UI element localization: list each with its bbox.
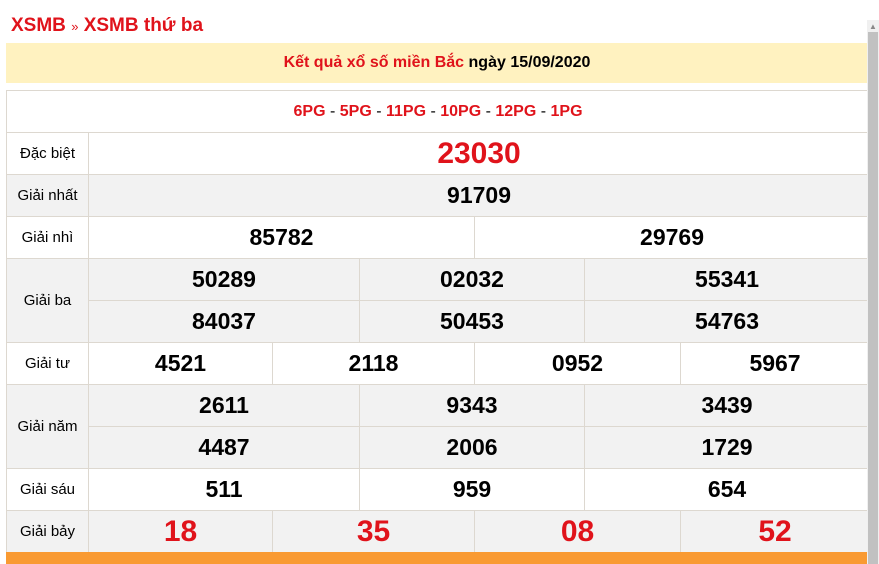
- prize-number: 2611: [88, 384, 360, 427]
- prize-number: 18: [88, 510, 273, 553]
- code: 1PG: [550, 102, 583, 120]
- row-second: Giải nhì 85782 29769: [6, 216, 871, 259]
- row-third: Giải ba 50289 02032 55341: [6, 258, 871, 343]
- result-banner: Kết quả xổ số miền Bắc ngày 15/09/2020: [6, 43, 868, 83]
- banner-title: Kết quả xổ số miền Bắc: [283, 54, 465, 71]
- footer-bar: [6, 552, 867, 564]
- breadcrumb-current-link[interactable]: XSMB thứ ba: [83, 15, 204, 36]
- prize-label: Giải bảy: [6, 510, 89, 553]
- breadcrumb-home-link[interactable]: XSMB: [11, 15, 66, 36]
- scrollbar-thumb[interactable]: [868, 32, 878, 564]
- row-fifth: Giải năm 2611 9343 3439: [6, 384, 871, 469]
- row-fourth: Giải tư 4521 2118 0952 5967: [6, 342, 871, 385]
- prize-number: 54763: [583, 300, 871, 343]
- prize-number: 08: [474, 510, 681, 553]
- prize-number: 84037: [88, 300, 360, 343]
- prize-number: 85782: [88, 216, 475, 259]
- prize-label: Giải sáu: [6, 468, 89, 511]
- prize-number: 511: [88, 468, 360, 511]
- prize-number: 959: [359, 468, 585, 511]
- prize-number: 2006: [359, 426, 585, 469]
- code: 10PG: [440, 102, 482, 120]
- scrollbar[interactable]: ▲: [867, 20, 879, 564]
- prize-number: 5967: [679, 342, 871, 385]
- prize-number: 91709: [87, 174, 871, 217]
- prize-number: 52: [679, 510, 871, 553]
- prize-number: 0952: [474, 342, 681, 385]
- prize-number: 02032: [359, 258, 585, 301]
- results-table: 6PG - 5PG - 11PG - 10PG - 12PG - 1PG Đặc…: [5, 90, 871, 553]
- code: 6PG: [293, 102, 326, 120]
- codes-row: 6PG - 5PG - 11PG - 10PG - 12PG - 1PG: [5, 90, 871, 133]
- code: 11PG: [385, 102, 427, 120]
- prize-label: Giải năm: [6, 384, 89, 469]
- prize-number: 29769: [473, 216, 871, 259]
- prize-number: 9343: [359, 384, 585, 427]
- row-sixth: Giải sáu 511 959 654: [6, 468, 871, 511]
- prize-label: Giải nhất: [6, 174, 89, 217]
- scroll-up-arrow-icon[interactable]: ▲: [869, 22, 877, 31]
- row-special: Đặc biệt 23030: [6, 132, 871, 175]
- prize-label: Giải nhì: [6, 216, 89, 259]
- prize-number: 4521: [88, 342, 273, 385]
- breadcrumb: XSMB » XSMB thứ ba: [11, 15, 203, 37]
- prize-number: 4487: [88, 426, 360, 469]
- prize-number: 35: [272, 510, 475, 553]
- prize-number: 654: [583, 468, 871, 511]
- prize-label: Giải tư: [6, 342, 89, 385]
- prize-number: 50453: [359, 300, 585, 343]
- prize-number: 23030: [87, 132, 871, 175]
- prize-label: Giải ba: [6, 258, 89, 343]
- prize-number: 50289: [88, 258, 360, 301]
- banner-date: ngày 15/09/2020: [468, 54, 591, 71]
- code: 12PG: [495, 102, 537, 120]
- prize-number: 3439: [583, 384, 871, 427]
- prize-number: 2118: [272, 342, 475, 385]
- prize-label: Đặc biệt: [6, 132, 89, 175]
- row-first: Giải nhất 91709: [6, 174, 871, 217]
- prize-number: 1729: [583, 426, 871, 469]
- code: 5PG: [339, 102, 372, 120]
- row-seventh: Giải bảy 18 35 08 52: [6, 510, 871, 553]
- breadcrumb-separator: »: [71, 19, 79, 34]
- prize-number: 55341: [583, 258, 871, 301]
